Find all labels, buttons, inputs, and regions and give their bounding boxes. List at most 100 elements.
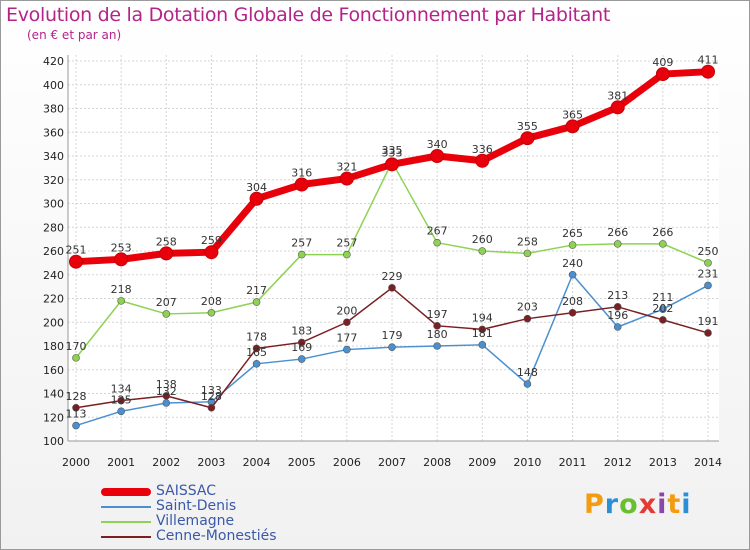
data-point xyxy=(297,250,306,259)
data-label: 381 xyxy=(607,89,628,102)
x-tick-label: 2003 xyxy=(197,456,225,469)
x-tick-label: 2001 xyxy=(107,456,135,469)
data-label: 335 xyxy=(382,144,403,157)
data-label: 316 xyxy=(291,167,312,180)
data-label: 333 xyxy=(382,146,403,159)
x-tick-label: 2004 xyxy=(243,456,271,469)
data-point xyxy=(162,392,171,400)
data-point xyxy=(701,64,715,79)
legend-label-saissac: SAISSAC xyxy=(156,483,216,499)
data-point xyxy=(114,252,129,267)
data-label: 134 xyxy=(111,383,132,396)
legend-swatch-villemagne xyxy=(101,521,151,523)
data-label: 165 xyxy=(246,346,267,359)
data-label: 267 xyxy=(427,225,448,238)
data-label: 202 xyxy=(652,302,673,315)
data-point xyxy=(523,249,532,258)
data-point xyxy=(704,281,712,290)
data-point xyxy=(252,344,261,353)
y-tick-label: 280 xyxy=(43,221,64,234)
data-label: 207 xyxy=(156,296,177,309)
data-point xyxy=(388,343,396,351)
data-label: 321 xyxy=(336,161,357,174)
logo-letter: i xyxy=(681,489,692,520)
data-label: 355 xyxy=(517,120,538,133)
data-point xyxy=(297,338,306,347)
data-label: 208 xyxy=(201,295,222,308)
data-point xyxy=(433,238,441,247)
data-label: 258 xyxy=(517,235,538,248)
y-tick-label: 220 xyxy=(43,293,64,306)
x-tick-label: 2008 xyxy=(423,456,451,469)
data-label: 240 xyxy=(562,257,583,270)
chart-subtitle: (en € et par an) xyxy=(27,28,122,42)
data-label: 229 xyxy=(382,270,403,283)
logo-letter: r xyxy=(604,489,620,520)
data-point xyxy=(433,322,441,330)
data-label: 200 xyxy=(336,304,357,317)
y-tick-label: 240 xyxy=(43,269,64,282)
x-tick-label: 2011 xyxy=(559,456,587,469)
data-point xyxy=(162,310,171,318)
data-label: 365 xyxy=(562,108,583,121)
data-label: 203 xyxy=(517,301,538,314)
data-point xyxy=(565,119,580,134)
data-point xyxy=(475,153,490,168)
data-point xyxy=(117,407,125,416)
data-point xyxy=(207,403,216,412)
data-label: 250 xyxy=(698,245,719,258)
y-tick-label: 160 xyxy=(43,364,64,377)
y-tick-label: 340 xyxy=(43,150,64,163)
data-point xyxy=(72,354,80,362)
logo-letter: o xyxy=(619,489,639,520)
data-label: 257 xyxy=(336,237,357,250)
data-point xyxy=(478,247,487,255)
data-point xyxy=(613,303,622,311)
data-label: 304 xyxy=(246,181,267,194)
data-label: 411 xyxy=(698,54,719,67)
data-label: 196 xyxy=(607,309,628,322)
data-label: 217 xyxy=(246,284,267,297)
legend-swatch-cenne-monesties xyxy=(101,536,151,538)
data-label: 133 xyxy=(201,384,222,397)
data-point xyxy=(568,308,577,317)
data-point xyxy=(297,355,306,363)
y-tick-label: 100 xyxy=(43,435,64,448)
logo-letter: t xyxy=(667,489,682,520)
data-point xyxy=(72,403,80,412)
data-label: 170 xyxy=(66,340,87,353)
data-point xyxy=(343,318,351,327)
logo-letter: i xyxy=(657,489,668,520)
data-point xyxy=(204,245,219,260)
data-label: 409 xyxy=(652,56,673,69)
data-label: 194 xyxy=(472,311,493,324)
proxiti-logo: Proxiti xyxy=(584,489,692,520)
data-point xyxy=(568,241,577,249)
data-label: 260 xyxy=(472,233,493,246)
data-label: 257 xyxy=(291,237,312,250)
legend-swatch-saissac xyxy=(101,488,151,496)
data-label: 191 xyxy=(698,315,719,328)
data-point xyxy=(523,314,532,323)
data-point xyxy=(252,298,261,306)
data-label: 169 xyxy=(291,341,312,354)
data-point xyxy=(339,171,354,186)
legend-label-cenne-monesties: Cenne-Monestiés xyxy=(156,528,277,544)
data-point xyxy=(117,396,125,405)
data-point xyxy=(659,316,667,324)
data-label: 128 xyxy=(66,390,87,403)
data-label: 177 xyxy=(336,332,357,345)
chart-title: Evolution de la Dotation Globale de Fonc… xyxy=(6,4,611,26)
data-point xyxy=(478,341,487,349)
x-tick-label: 2013 xyxy=(649,456,677,469)
x-tick-label: 2009 xyxy=(468,456,496,469)
data-label: 259 xyxy=(201,234,222,247)
y-tick-label: 200 xyxy=(43,316,64,329)
data-point xyxy=(249,191,264,206)
y-tick-label: 140 xyxy=(43,388,64,401)
x-tick-label: 2010 xyxy=(513,456,541,469)
data-label: 132 xyxy=(156,385,177,398)
data-point xyxy=(659,240,667,248)
data-label: 253 xyxy=(111,241,132,254)
